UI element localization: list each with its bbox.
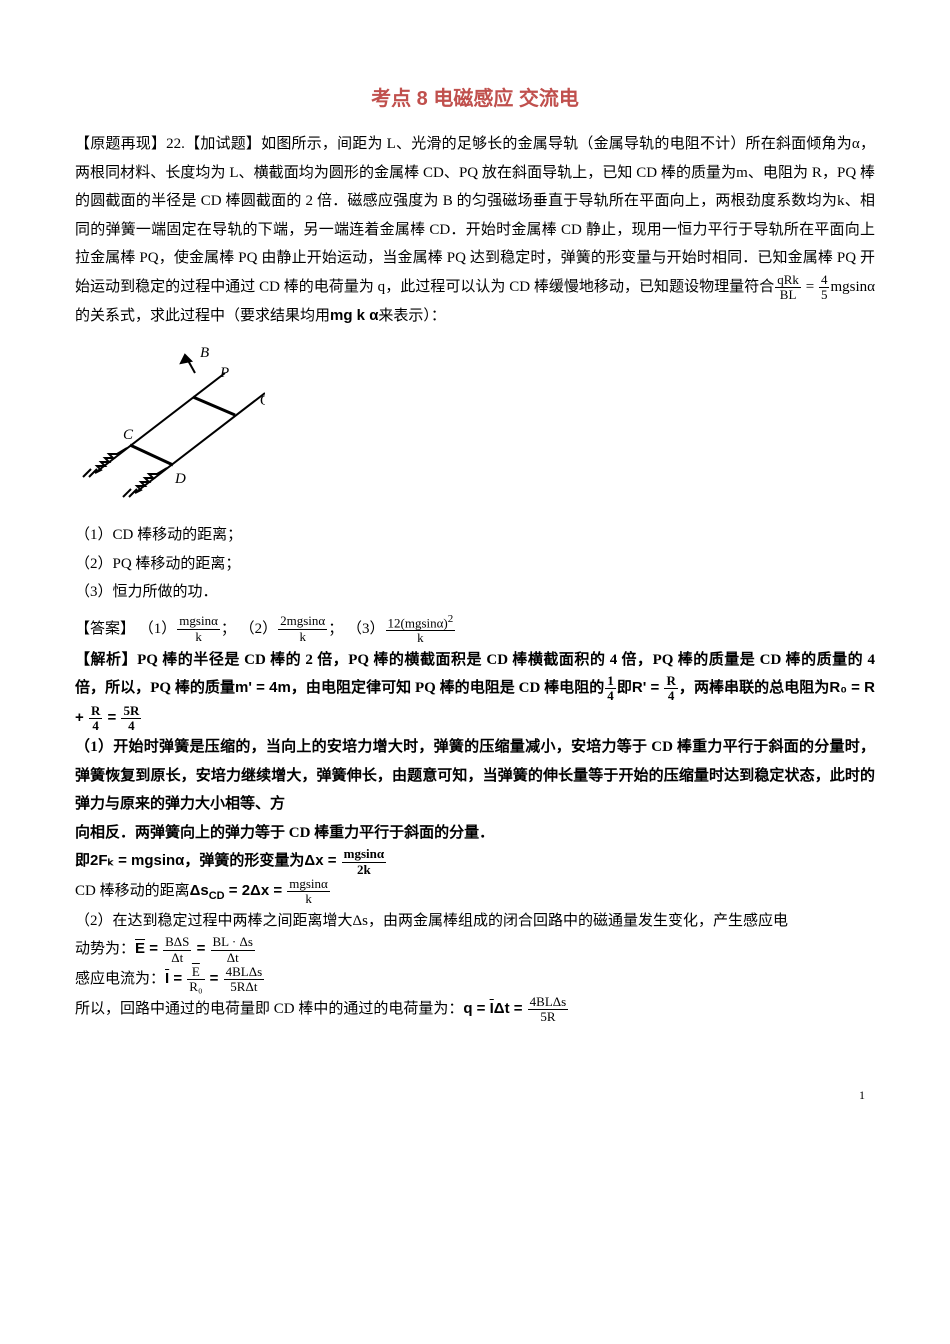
problem-text: 【原题再现】22.【加试题】如图所示，间距为 L、光滑的足够长的金属导轨（金属导… (75, 130, 875, 331)
answer-2-pre: ； （2） (221, 621, 277, 637)
page-title: 考点 8 电磁感应 交流电 (75, 80, 875, 118)
p3a: 即 (75, 852, 90, 869)
frac-5r4: 5R4 (121, 704, 141, 734)
p5b-a: 动势为： (75, 942, 135, 958)
relation-eq: = (802, 279, 818, 295)
question-2: （2）PQ 棒移动的距离； (75, 550, 875, 579)
analysis-p5: （2）在达到稳定过程中两棒之间距离增大Δs，由两金属棒组成的闭合回路中的磁通量发… (75, 907, 875, 936)
frac-r4: R4 (664, 674, 677, 704)
p7-frac: 4BLΔs5R (528, 995, 569, 1025)
analysis-p1d: ，两棒串联的总电阻为 (679, 680, 830, 696)
p6-eq2: = (206, 970, 223, 987)
svg-text:B: B (200, 345, 209, 361)
question-1: （1）CD 棒移动的距离； (75, 521, 875, 550)
p4-frac: mgsinαk (287, 877, 330, 907)
answers-line: 【答案】 （1）mgsinαk； （2）2mgsinαk； （3）12(mgsi… (75, 613, 875, 646)
analysis-p1c: 即 (617, 680, 632, 696)
analysis-p1b: ，由电阻定律可知 PQ 棒的电阻是 CD 棒电阻的 (291, 680, 604, 696)
relation-tail2: 来表示）： (378, 308, 446, 324)
p5b-eq: = (145, 941, 162, 958)
svg-text:Q: Q (260, 393, 265, 409)
answer-1-frac: mgsinαk (177, 614, 220, 644)
svg-text:C: C (123, 427, 134, 443)
problem-body: 如图所示，间距为 L、光滑的足够长的金属导轨（金属导轨的电阻不计）所在斜面倾角为… (75, 136, 875, 295)
answer-1-pre: （1） (139, 621, 177, 637)
frac-r4b: R4 (89, 704, 102, 734)
analysis-p5b: 动势为：E = BΔSΔt = BL · ΔsΔt (75, 935, 875, 965)
analysis-label: 【解析】 (75, 652, 137, 668)
p5b-eq2: = (192, 941, 209, 958)
p5b-f2: BL · ΔsΔt (211, 935, 255, 965)
svg-text:P: P (219, 365, 229, 381)
p4-sub: CD (209, 890, 225, 902)
frac-quarter: 14 (605, 674, 616, 704)
analysis-p1: 【解析】PQ 棒的半径是 CD 棒的 2 倍，PQ 棒的横截面积是 CD 棒横截… (75, 646, 875, 734)
p4-eq: = 2Δx = (225, 882, 287, 899)
p7-q: q = (463, 1000, 489, 1017)
problem-figure: B P C Q D (75, 343, 875, 514)
analysis-p4: CD 棒移动的距离ΔsCD = 2Δx = mgsinαk (75, 877, 875, 907)
relation-frac-left: qRkBL (775, 273, 801, 303)
p3-frac: mgsinα2k (342, 847, 387, 877)
answers-label: 【答案】 (75, 621, 135, 637)
p4a: CD 棒移动的距离 (75, 883, 190, 899)
p7-dt: Δt = (494, 1000, 527, 1017)
answer-3-frac: 12(mgsinα)2k (386, 613, 456, 646)
analysis-p7: 所以，回路中通过的电荷量即 CD 棒中的通过的电荷量为：q = IΔt = 4B… (75, 995, 875, 1025)
p6-f1: ER₀ (187, 965, 204, 995)
relation-frac-right: 45 (819, 273, 830, 303)
var-list: mg k α (330, 307, 378, 324)
mprime-eq: m' = 4m (235, 679, 291, 696)
analysis-p3: 即2Fₖ = mgsinα，弹簧的形变量为Δx = mgsinα2k (75, 847, 875, 877)
question-3: （3）恒力所做的功． (75, 578, 875, 607)
p4-ds: Δs (190, 882, 209, 899)
rprime-eq: R' = (632, 679, 664, 696)
p7-a: 所以，回路中通过的电荷量即 CD 棒中的通过的电荷量为： (75, 1001, 463, 1017)
p6-a: 感应电流为： (75, 971, 165, 987)
page-number: 1 (75, 1084, 875, 1107)
p3-eq1: 2Fₖ = mgsinα (90, 852, 184, 869)
p3-dx: Δx = (304, 852, 340, 869)
analysis-p6: 感应电流为：I = ER₀ = 4BLΔs5RΔt (75, 965, 875, 995)
answer-3-pre: ； （3） (328, 621, 384, 637)
eq-sign: = (103, 709, 120, 726)
svg-text:D: D (174, 471, 186, 487)
p5b-E: E (135, 941, 145, 958)
p3b: ，弹簧的形变量为 (184, 853, 304, 869)
p6-f2: 4BLΔs5RΔt (224, 965, 265, 995)
problem-header: 【原题再现】22.【加试题】 (75, 136, 261, 152)
analysis-p2b: 向相反．两弹簧向上的弹力等于 CD 棒重力平行于斜面的分量． (75, 819, 875, 848)
answer-2-frac: 2mgsinαk (278, 614, 327, 644)
p5b-f1: BΔSΔt (163, 935, 191, 965)
p6-eq: = (169, 970, 186, 987)
analysis-p2: （1）开始时弹簧是压缩的，当向上的安培力增大时，弹簧的压缩量减小，安培力等于 C… (75, 733, 875, 819)
